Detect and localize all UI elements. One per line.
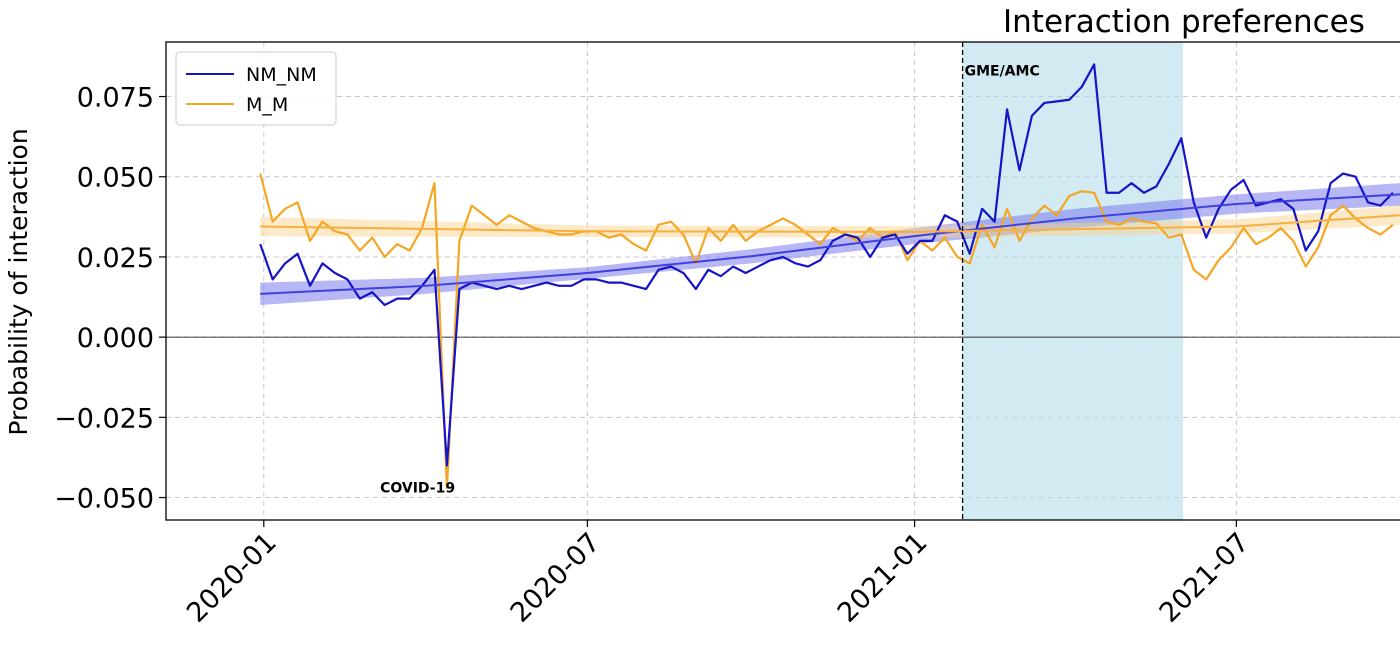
- y-tick-label: 0.000: [77, 323, 154, 354]
- axes-frame: [165, 41, 1400, 521]
- y-tick-label: 0.075: [77, 83, 154, 114]
- y-tick-label: 0.050: [77, 163, 154, 194]
- y-tick-label: −0.025: [54, 403, 154, 434]
- legend-box: [175, 51, 337, 126]
- annotations: COVID-19 GME/AMC: [380, 64, 1040, 497]
- series-line-nm-nm: [259, 63, 1394, 467]
- plot-frame: [165, 41, 1400, 521]
- gme-amc-shaded-region: [962, 42, 1184, 520]
- annotation-covid-19: COVID-19: [380, 481, 455, 497]
- annotation-gme-amc: GME/AMC: [965, 64, 1040, 80]
- plot-area: COVID-19 GME/AMC: [165, 41, 1400, 521]
- y-tick-label: 0.025: [77, 243, 154, 274]
- series-lines: [259, 63, 1394, 490]
- x-tick-label: 2021-01: [832, 527, 934, 629]
- legend-label-m-m: M_M: [246, 94, 288, 116]
- chart-title: Interaction preferences: [1003, 4, 1365, 40]
- x-tick-label: 2020-07: [505, 527, 607, 629]
- y-tick-label: −0.050: [54, 484, 154, 515]
- legend: NM_NM M_M: [175, 51, 337, 126]
- x-tick-label: 2020-01: [181, 527, 283, 629]
- y-axis: 0.075 0.050 0.025 0.000 −0.025 −0.050: [54, 83, 166, 515]
- trend-line-nm-nm: [260, 193, 1400, 295]
- x-axis: 2020-01 2020-07 2021-01 2021-07: [181, 520, 1255, 629]
- trend-line-m-m: [260, 214, 1400, 233]
- x-tick-label: 2021-07: [1154, 527, 1256, 629]
- trend-lines: [260, 193, 1400, 295]
- shaded-region-layer: [962, 42, 1184, 520]
- y-axis-label: Probability of interaction: [4, 128, 33, 435]
- legend-label-nm-nm: NM_NM: [246, 64, 317, 86]
